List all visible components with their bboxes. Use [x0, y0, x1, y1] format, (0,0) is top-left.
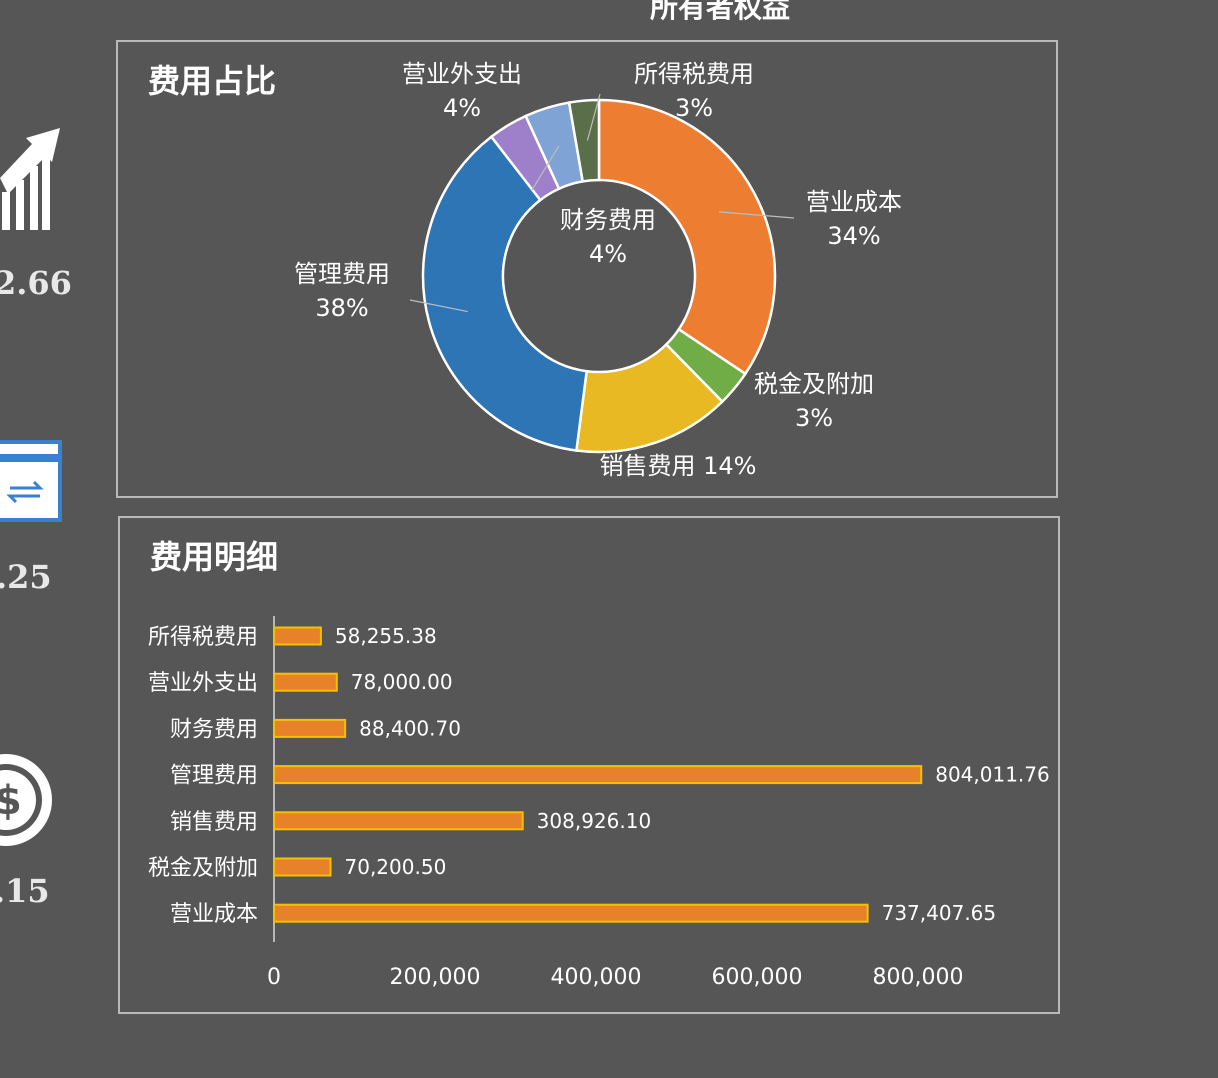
- growth-chart-arrow-icon: [0, 128, 60, 230]
- donut-slice: [421, 134, 589, 452]
- slice-percent: 3%: [795, 404, 833, 432]
- slice-label: 所得税费用: [634, 60, 754, 88]
- slice-percent: 34%: [827, 222, 880, 250]
- leader-line: [586, 93, 601, 141]
- slice-label: 财务费用: [560, 206, 656, 234]
- expense-donut-chart: 营业成本 34% 税金及附加 3% 销售费用 14% 管理费用 38% 营业外支出 4% 财务费用…: [294, 60, 902, 480]
- category-label: 税金及附加: [148, 856, 258, 881]
- bar-value-label: 804,011.76: [935, 763, 1050, 787]
- x-tick-label: 400,000: [551, 965, 642, 990]
- slice-percent: 4%: [589, 240, 627, 268]
- svg-text:$: $: [0, 778, 22, 824]
- donut-slice: [597, 98, 777, 376]
- bar: [273, 718, 347, 738]
- page-title: 所有者权益: [649, 0, 790, 24]
- bar-value-label: 70,200.50: [345, 855, 447, 879]
- kpi-value-2: .25: [0, 558, 52, 596]
- kpi-value-3: .15: [0, 872, 50, 910]
- slice-percent: 4%: [443, 94, 481, 122]
- x-tick-label: 600,000: [712, 965, 803, 990]
- category-label: 营业外支出: [148, 671, 258, 696]
- kpi-value-1: 2.66: [0, 264, 72, 302]
- bar: [273, 626, 322, 646]
- x-tick-label: 800,000: [873, 965, 964, 990]
- slice-percent: 38%: [315, 294, 368, 322]
- pie-chart-title: 费用占比: [148, 62, 277, 100]
- bar-value-label: 78,000.00: [351, 670, 453, 694]
- bar-value-label: 58,255.38: [335, 624, 437, 648]
- category-label: 管理费用: [170, 764, 258, 789]
- category-label: 销售费用: [170, 810, 258, 835]
- category-label: 财务费用: [170, 717, 258, 742]
- expense-detail-panel: 费用明细 所得税费用 58,255.38 营业外支出 78,000.00 财务费用 88,…: [118, 516, 1060, 1014]
- expense-bar-chart: 所得税费用 58,255.38 营业外支出 78,000.00 财务费用 88,400.7…: [148, 616, 1050, 990]
- bar: [273, 672, 338, 692]
- bar: [273, 857, 332, 877]
- dollar-gear-icon: $: [0, 754, 52, 846]
- bar: [273, 811, 524, 831]
- leader-line: [718, 211, 795, 219]
- slice-percent: 3%: [675, 94, 713, 122]
- transfer-card-icon: [0, 440, 62, 522]
- slice-label: 营业成本: [806, 188, 902, 216]
- bar-value-label: 88,400.70: [359, 716, 461, 740]
- bar-chart-title: 费用明细: [150, 538, 279, 576]
- leader-line: [409, 299, 468, 313]
- leader-line: [531, 145, 560, 191]
- bar: [273, 765, 923, 785]
- bar-value-label: 737,407.65: [882, 901, 997, 925]
- x-tick-label: 0: [267, 965, 281, 990]
- bar-value-label: 308,926.10: [537, 809, 652, 833]
- slice-label: 销售费用 14%: [600, 452, 757, 480]
- slice-label: 税金及附加: [754, 370, 874, 398]
- expense-ratio-panel: 费用占比 营业成本 34% 税金及附加 3% 销售费用 14% 管理费用 38% 营业外支出 4…: [116, 40, 1058, 498]
- category-label: 所得税费用: [148, 625, 258, 650]
- slice-label: 营业外支出: [402, 60, 522, 88]
- donut-slice: [567, 98, 601, 183]
- slice-label: 管理费用: [294, 260, 390, 288]
- category-label: 营业成本: [170, 902, 258, 927]
- bar: [273, 903, 869, 923]
- x-tick-label: 200,000: [390, 965, 481, 990]
